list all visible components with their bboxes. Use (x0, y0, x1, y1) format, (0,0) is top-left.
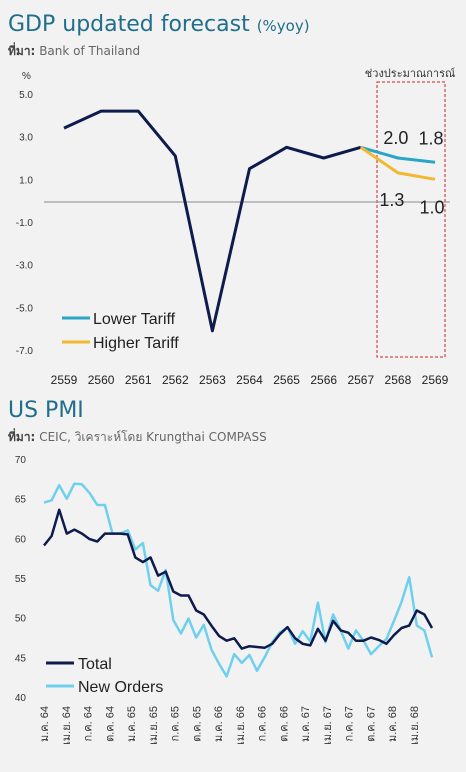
pmi-x-tick-label: เม.ย. 65 (148, 706, 160, 745)
pmi-x-tick-label: ม.ค. 68 (387, 706, 399, 742)
pmi-chart: 70 65 60 55 50 45 40 ม.ค. 64 เม.ย. 64 ก.ค. 64 ต.ค… (15, 455, 434, 745)
pmi-title-text: US PMI (8, 398, 84, 423)
pmi-chart-title: US PMI (8, 398, 84, 423)
pmi-y-tick-label: 40 (15, 693, 27, 704)
gdp-chart-title: GDP updated forecast (%yoy) (8, 12, 310, 37)
pmi-series-line-total (43, 508, 434, 650)
pmi-x-tick-label: ก.ค. 64 (83, 706, 95, 741)
gdp-y-tick-label: -3.0 (16, 261, 34, 272)
pmi-legend-label: New Orders (78, 679, 163, 696)
pmi-y-tick-label: 45 (15, 653, 27, 664)
pmi-x-tick-label: เม.ย. 68 (409, 706, 421, 745)
gdp-x-tick-label: 2561 (125, 373, 152, 387)
pmi-y-tick-label: 60 (15, 534, 27, 545)
gdp-x-tick-label: 2564 (236, 373, 263, 387)
gdp-y-tick-label: -7.0 (16, 346, 34, 357)
gdp-source-text: Bank of Thailand (39, 44, 141, 58)
pmi-x-tick-label: เม.ย. 64 (61, 706, 73, 745)
pmi-x-tick-label: ม.ค. 66 (213, 706, 225, 742)
gdp-x-tick-label: 2566 (310, 373, 337, 387)
pmi-x-tick-label: ต.ค. 64 (104, 706, 116, 742)
gdp-x-tick-label: 2562 (162, 373, 189, 387)
gdp-data-label-lower-2568: 2.0 (383, 128, 408, 148)
pmi-x-tick-label: เม.ย. 66 (235, 706, 247, 745)
gdp-forecast-label: ช่วงประมาณการณ์ (365, 67, 455, 80)
gdp-y-tick-label: 3.0 (19, 133, 33, 144)
pmi-series-line-new-orders (43, 482, 434, 678)
gdp-x-tick-label: 2567 (347, 373, 374, 387)
gdp-y-tick-label: 1.0 (19, 175, 33, 186)
gdp-x-tick-label: 2559 (51, 373, 78, 387)
gdp-source: ที่มา: Bank of Thailand (8, 42, 140, 61)
pmi-x-tick-label: ก.ค. 65 (170, 706, 182, 741)
pmi-x-tick-label: ม.ค. 67 (300, 706, 312, 742)
gdp-x-tick-label: 2560 (88, 373, 115, 387)
pmi-y-tick-label: 50 (15, 614, 27, 625)
gdp-data-label-lower-2569: 1.8 (418, 128, 443, 148)
pmi-x-tick-label: ม.ค. 64 (39, 706, 51, 742)
gdp-data-label-higher-2569: 1.0 (419, 197, 444, 217)
gdp-chart: % ช่วงประมาณการณ์ 5.0 3.0 1.0 -1.0 -3.0 -5.0 -… (16, 67, 455, 387)
pmi-source: ที่มา: CEIC, วิเคราะห์โดย Krungthai COMP… (8, 428, 267, 447)
gdp-x-tick-label: 2568 (385, 373, 412, 387)
pmi-x-tick-label: ต.ค. 67 (366, 706, 378, 742)
gdp-x-tick-label: 2563 (199, 373, 226, 387)
pmi-x-tick-label: ต.ค. 65 (191, 706, 203, 742)
gdp-y-tick-label: 5.0 (19, 90, 33, 101)
gdp-legend-label: Higher Tariff (93, 335, 179, 352)
gdp-y-tick-label: -1.0 (16, 218, 34, 229)
gdp-series-line-2 (359, 146, 436, 181)
pmi-y-tick-label: 65 (15, 495, 27, 506)
pmi-source-text: CEIC, วิเคราะห์โดย Krungthai COMPASS (39, 430, 267, 444)
gdp-forecast-box (376, 81, 446, 358)
gdp-source-label: ที่มา: (8, 44, 36, 58)
gdp-series-line-0 (63, 109, 362, 333)
gdp-title-unit: (%yoy) (256, 17, 310, 35)
pmi-y-tick-label: 70 (15, 455, 27, 466)
pmi-source-label: ที่มา: (8, 430, 36, 444)
pmi-y-tick-label: 55 (15, 574, 27, 585)
pmi-x-tick-label: ก.ค. 67 (344, 706, 356, 741)
gdp-y-axis-label: % (22, 71, 31, 82)
pmi-x-tick-label: ต.ค. 66 (278, 706, 290, 742)
gdp-title-text: GDP updated forecast (8, 12, 250, 37)
pmi-legend-label: Total (78, 656, 112, 673)
gdp-legend-label: Lower Tariff (93, 311, 176, 328)
gdp-series-line-1 (360, 145, 436, 164)
pmi-x-tick-label: ม.ค. 65 (126, 706, 138, 742)
gdp-x-tick-label: 2565 (273, 373, 300, 387)
gdp-y-tick-label: -5.0 (16, 303, 34, 314)
gdp-data-label-higher-2568: 1.3 (379, 190, 404, 210)
pmi-x-tick-label: เม.ย. 67 (322, 706, 334, 745)
gdp-x-tick-label: 2569 (422, 373, 449, 387)
pmi-x-tick-label: ก.ค. 66 (257, 706, 269, 741)
